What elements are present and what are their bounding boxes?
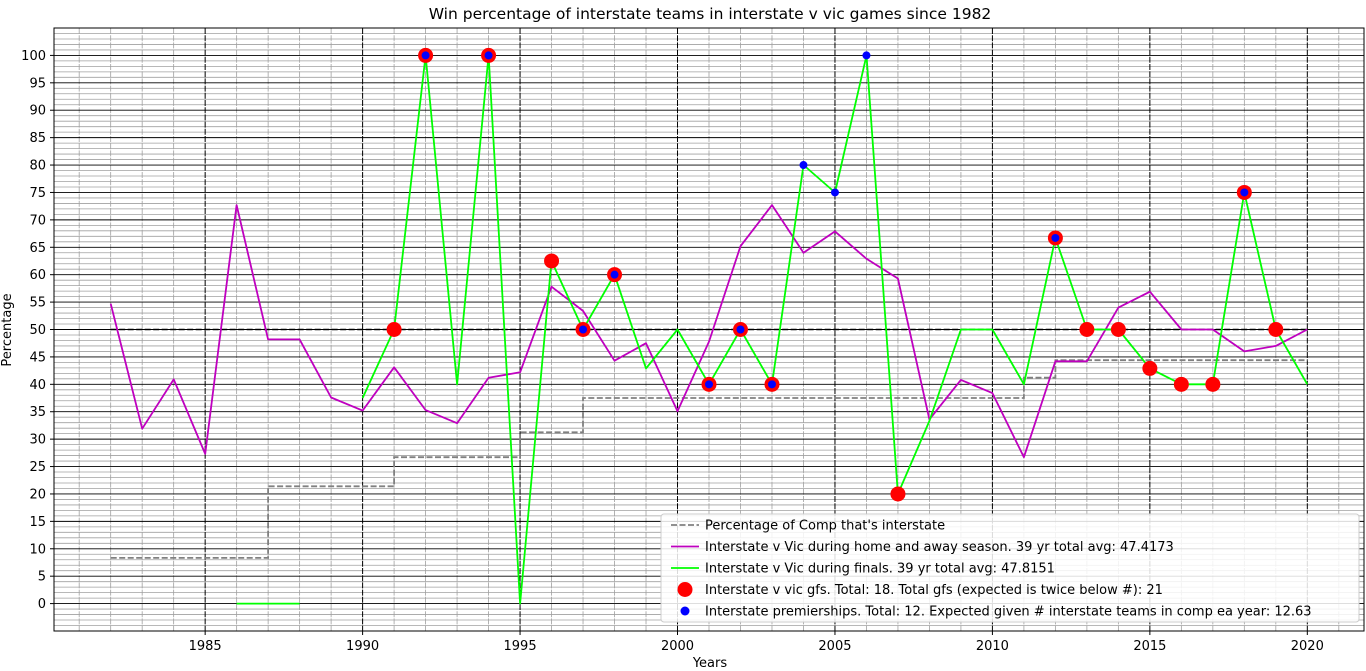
chart-title: Win percentage of interstate teams in in…	[429, 5, 992, 23]
y-tick-label: 50	[29, 323, 46, 338]
y-axis-label: Percentage	[0, 293, 15, 366]
points-layer	[386, 47, 1284, 502]
gf-point	[1110, 322, 1126, 337]
legend-label-0: Percentage of Comp that's interstate	[705, 519, 945, 534]
gf-point	[1205, 376, 1221, 392]
y-tick-label: 25	[29, 460, 46, 475]
x-tick-label: 2005	[818, 639, 851, 654]
premiership-point	[484, 51, 493, 60]
x-tick-label: 2010	[976, 639, 1009, 654]
y-tick-label: 65	[29, 241, 46, 256]
x-tick-label: 2000	[661, 639, 694, 654]
premiership-point	[736, 325, 745, 334]
y-tick-label: 90	[29, 104, 46, 119]
gf-point	[1268, 322, 1284, 337]
y-tick-label: 5	[38, 570, 46, 585]
y-tick-label: 55	[29, 296, 46, 311]
y-tick-label: 70	[29, 213, 46, 228]
legend-label-3: Interstate v vic gfs. Total: 18. Total g…	[705, 583, 1163, 598]
gf-point	[1173, 376, 1189, 392]
gf-point	[1079, 322, 1095, 337]
legend-label-2: Interstate v Vic during finals. 39 yr to…	[705, 562, 1055, 577]
y-tick-label: 60	[29, 268, 46, 283]
x-tick-label: 1995	[504, 639, 537, 654]
gf-point	[386, 322, 402, 337]
y-tick-label: 85	[29, 131, 46, 146]
premiership-point	[1240, 188, 1249, 197]
legend-box	[660, 513, 1360, 623]
legend: Percentage of Comp that's interstate Inte…	[660, 513, 1360, 623]
legend-label-4: Interstate premierships. Total: 12. Expe…	[705, 605, 1312, 620]
y-tick-label: 80	[29, 159, 46, 174]
y-tick-label: 20	[29, 487, 46, 502]
y-tick-label: 30	[29, 433, 46, 448]
premiership-point	[421, 51, 430, 60]
premiership-point	[1051, 233, 1060, 242]
premiership-point	[579, 325, 588, 334]
premiership-point	[767, 380, 776, 389]
x-tick-label: 1990	[346, 639, 379, 654]
y-tick-label: 95	[29, 76, 46, 91]
legend-swatch-4	[680, 606, 690, 616]
y-tick-label: 10	[29, 542, 46, 557]
x-axis-label: Years	[692, 656, 728, 671]
x-tick-label: 1985	[189, 639, 222, 654]
y-tick-label: 45	[29, 350, 46, 365]
y-axis-ticks: 0 5 10 15 20 25 30 35 40 45 50 55 60 65 70 75 80 85 90 95 10…	[21, 49, 54, 612]
premiership-point	[610, 270, 619, 279]
premiership-point	[799, 161, 808, 170]
gf-point	[544, 253, 560, 269]
series-line-1	[109, 204, 1308, 459]
x-tick-label: 2020	[1291, 639, 1324, 654]
y-tick-label: 15	[29, 515, 46, 530]
y-tick-label: 0	[38, 597, 46, 612]
premiership-point	[830, 188, 839, 197]
gf-point	[890, 486, 906, 502]
y-tick-label: 40	[29, 378, 46, 393]
premiership-point	[862, 51, 871, 60]
y-tick-label: 75	[29, 186, 46, 201]
legend-swatch-3	[677, 582, 693, 597]
legend-label-1: Interstate v Vic during home and away se…	[705, 540, 1174, 555]
y-tick-label: 35	[29, 405, 46, 420]
x-axis-ticks: 1985 1990 1995 2000 2005 2010 2015 2020	[189, 631, 1324, 654]
x-tick-label: 2015	[1133, 639, 1166, 654]
gf-point	[1142, 360, 1158, 376]
premiership-point	[705, 380, 713, 389]
series-line-interstate-share	[110, 359, 1308, 559]
y-tick-label: 100	[21, 49, 46, 64]
